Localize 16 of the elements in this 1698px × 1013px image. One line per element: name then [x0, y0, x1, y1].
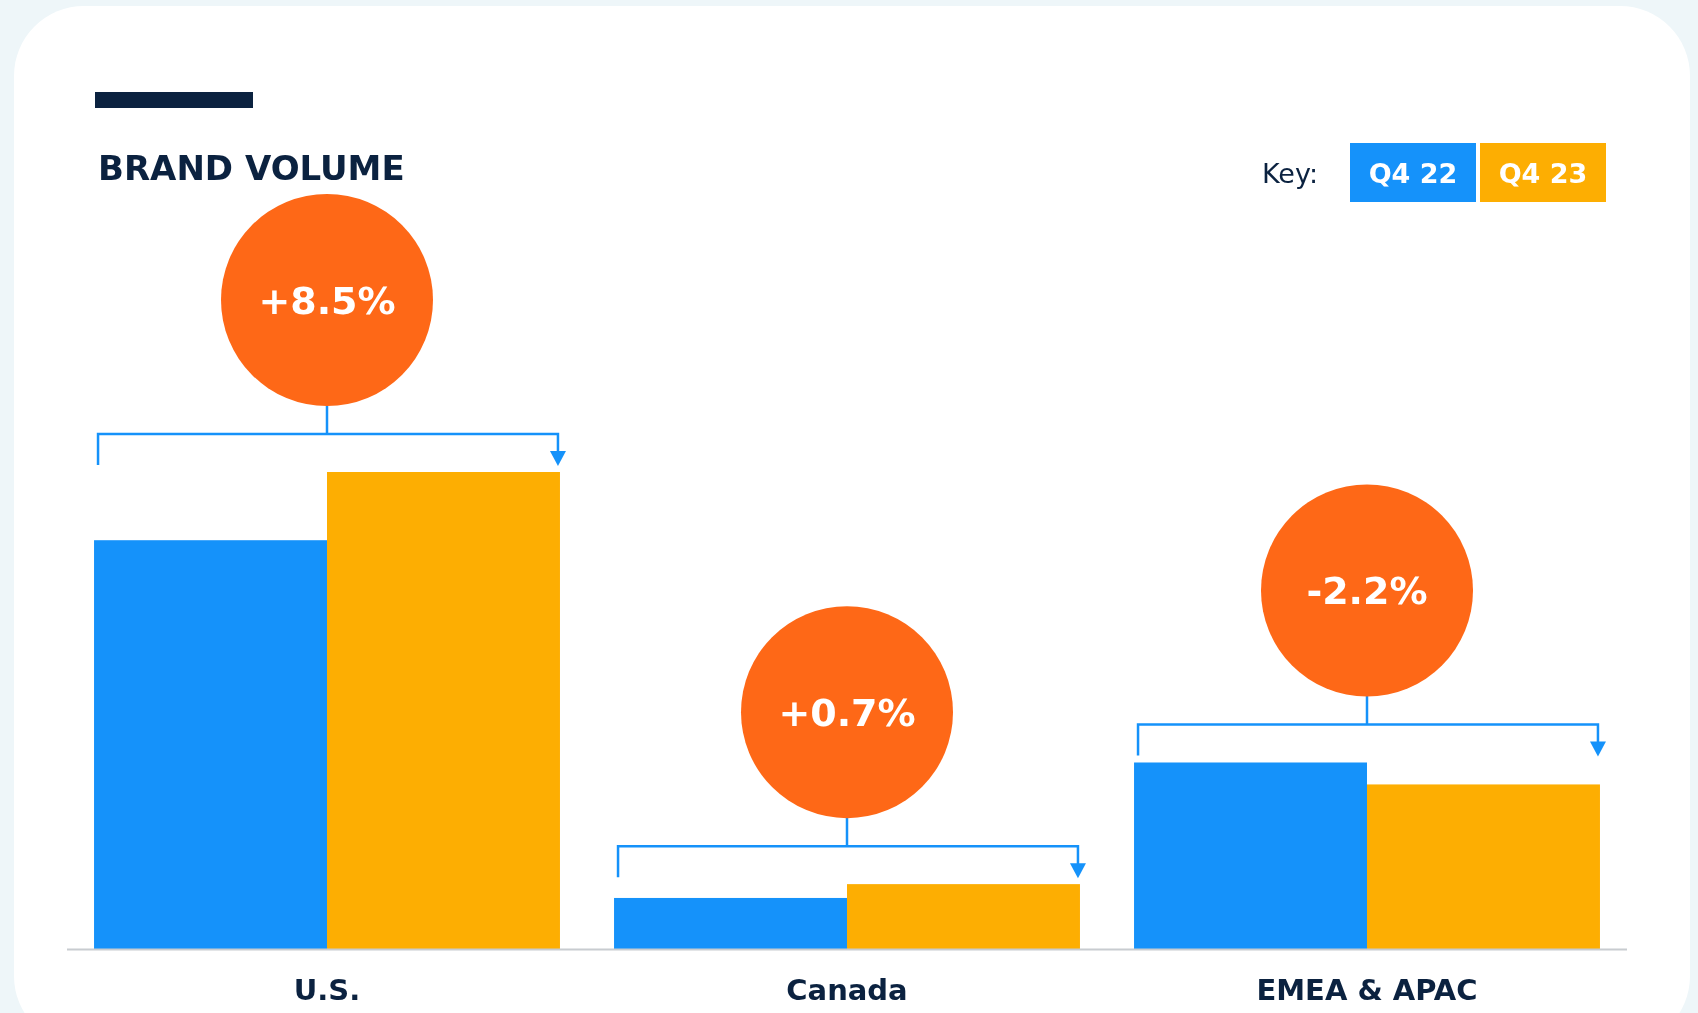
bar: [614, 897, 847, 949]
annotation: +0.7%: [778, 691, 916, 736]
bar: [327, 472, 560, 949]
chart-title: BRAND VOLUME: [98, 148, 405, 188]
legend-label: Q4 23: [1498, 158, 1588, 189]
bar: [94, 540, 327, 949]
legend-title: Key:: [1262, 158, 1319, 189]
bar: [1367, 784, 1600, 949]
text: +8.5%: [258, 279, 396, 323]
annotation: -2.2%: [1306, 569, 1428, 614]
x-tick-label: EMEA & APAC: [1256, 973, 1478, 1007]
bar: [1134, 762, 1367, 949]
legend-label: Q4 22: [1368, 158, 1458, 189]
bar: [847, 884, 1080, 949]
x-tick-label: U.S.: [293, 973, 361, 1007]
x-tick-label: Canada: [786, 973, 908, 1007]
